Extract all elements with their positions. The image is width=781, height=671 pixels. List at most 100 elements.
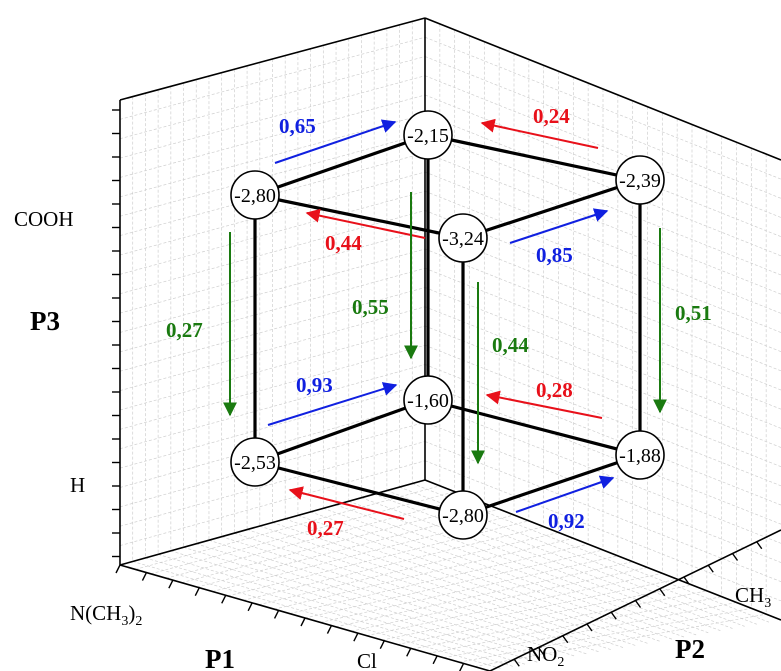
node-top-left-value: -2,80 <box>234 185 276 207</box>
p1-tick-cl: Cl <box>357 649 377 671</box>
p1-tick-mark <box>141 572 148 581</box>
grid-line <box>424 287 781 429</box>
grid-line <box>297 515 660 642</box>
label-bottom-right-to-back: 0,28 <box>536 378 573 402</box>
edge-labels: 0,65 0,24 0,44 0,85 0,27 0,55 0,44 0,51 … <box>166 104 712 540</box>
p2-tick-mark <box>610 611 617 620</box>
grid-line <box>119 36 426 120</box>
p1-tick-mark <box>353 632 359 642</box>
grid-line <box>424 56 781 199</box>
grid-line <box>119 152 426 236</box>
p2-tick-no2: NO2 <box>527 642 564 670</box>
background-grid <box>119 21 781 670</box>
grid-line <box>374 493 733 629</box>
grid-line <box>323 508 685 638</box>
node-bottom-left: -2,53 <box>230 437 280 487</box>
grid-line <box>424 460 781 602</box>
grid-line <box>382 578 678 641</box>
p2-tick-mark <box>731 553 739 561</box>
p1-tick-nch32-sub3: 3 <box>121 614 128 629</box>
arrow-bottom-left-to-back <box>267 382 398 426</box>
edge-top-left-back <box>254 133 429 197</box>
label-top-front-to-right: 0,85 <box>536 243 573 267</box>
node-top-right-value: -2,39 <box>619 170 661 192</box>
node-bottom-left-value: -2,53 <box>234 452 276 474</box>
grid-line <box>424 325 781 467</box>
p3-tick-h: H <box>70 473 85 497</box>
transition-arrows <box>223 118 667 520</box>
p1-tick-mark <box>115 564 121 574</box>
label-back-vertical: 0,55 <box>352 295 389 319</box>
edge-top-back-right <box>427 133 641 182</box>
p2-tick-mark <box>634 600 642 608</box>
arrow-bottom-front-to-right <box>515 475 615 513</box>
p1-tick-mark <box>432 655 438 665</box>
label-front-vertical: 0,44 <box>492 333 529 357</box>
axis-tick-labels: COOH H N(CH3)2 Cl NO2 CH3 <box>14 207 771 671</box>
p1-tick-nch32-b: ) <box>128 601 135 625</box>
grid-line <box>424 421 781 563</box>
grid-line <box>119 460 426 546</box>
p1-tick-mark <box>300 617 306 627</box>
grid-line <box>234 532 600 653</box>
edge-top-front-right <box>462 178 641 240</box>
label-top-front-to-left: 0,44 <box>325 231 362 255</box>
p2-tick-mark <box>513 658 520 667</box>
p1-tick-nch32-sub2: 2 <box>135 614 142 629</box>
grid-line <box>424 364 781 506</box>
grid-line <box>119 190 426 275</box>
node-bottom-front-value: -2,80 <box>442 505 484 527</box>
grid-line <box>119 325 426 411</box>
arrow-top-left-to-back <box>274 119 397 164</box>
grid-line <box>386 490 745 627</box>
grid-line <box>424 267 781 410</box>
grid-line <box>399 486 757 625</box>
grid-line <box>424 306 781 448</box>
p2-tick-no2-a: NO <box>527 642 557 666</box>
p2-tick-mark <box>659 588 666 597</box>
grid-line <box>474 613 767 667</box>
grid-line <box>424 248 781 391</box>
arrow-bottom-front-to-left <box>288 486 405 520</box>
grid-line <box>119 344 426 430</box>
node-top-back-value: -2,15 <box>407 125 449 147</box>
p1-tick-nch32-a: N(CH <box>70 601 121 625</box>
grid-line <box>424 36 781 180</box>
node-top-right: -2,39 <box>615 155 665 205</box>
p2-axis-title: P2 <box>675 634 705 664</box>
tick-marks <box>112 109 781 671</box>
grid-line <box>119 229 426 314</box>
p1-tick-mark <box>459 663 465 671</box>
node-top-left: -2,80 <box>230 170 280 220</box>
label-left-vertical: 0,27 <box>166 318 203 342</box>
label-bottom-front-to-left: 0,27 <box>307 516 344 540</box>
grid-line <box>424 171 781 314</box>
grid-line <box>119 306 426 391</box>
p1-tick-mark <box>194 587 200 597</box>
p2-tick-mark <box>562 635 569 644</box>
arrow-top-front-to-right <box>509 208 609 244</box>
grid-line <box>361 497 721 631</box>
p1-tick-mark <box>247 602 253 612</box>
grid-line <box>196 508 500 588</box>
label-top-left-to-back: 0,65 <box>279 114 316 138</box>
grid-line <box>335 504 697 636</box>
grid-line <box>119 287 426 372</box>
grid-line <box>412 590 707 650</box>
grid-line <box>119 421 426 508</box>
grid-line <box>274 537 574 610</box>
p1-axis-title: P1 <box>205 644 235 671</box>
label-top-right-to-back: 0,24 <box>533 104 570 128</box>
p1-tick-mark <box>221 594 227 604</box>
grid-line <box>304 549 604 619</box>
grid-line <box>424 152 781 295</box>
grid-line <box>335 561 633 628</box>
grid-line <box>119 133 426 217</box>
grid-line <box>119 402 426 488</box>
grid-line <box>119 171 426 256</box>
p3-axis-title: P3 <box>30 306 60 336</box>
node-bottom-back: -1,60 <box>403 375 453 425</box>
node-bottom-right-value: -1,88 <box>619 445 661 467</box>
p2-tick-ch3-a: CH <box>735 583 764 607</box>
